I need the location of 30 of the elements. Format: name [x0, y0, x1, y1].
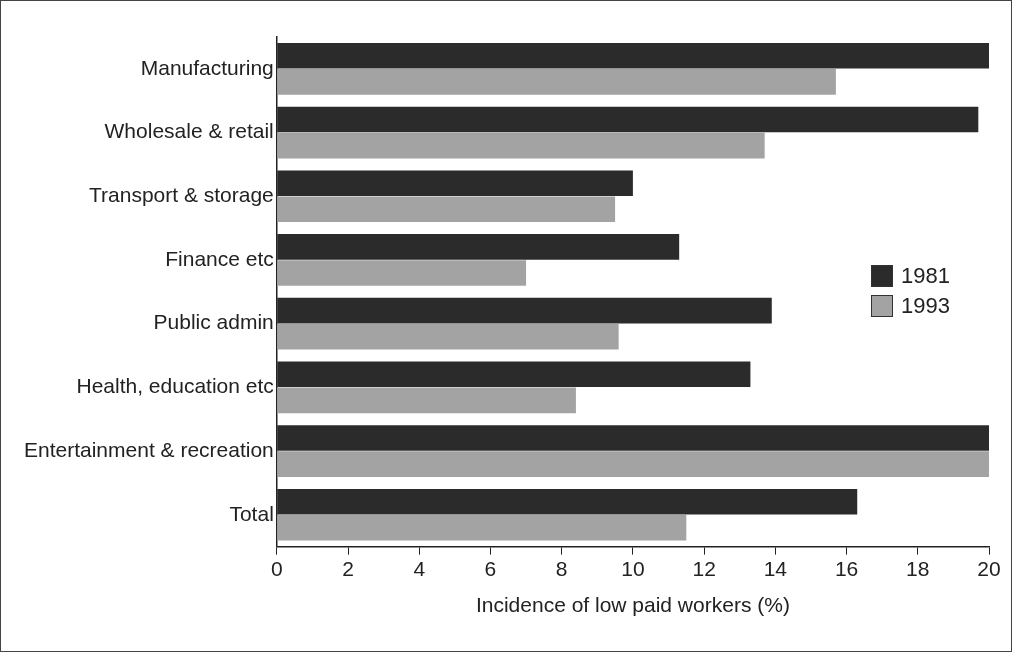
- x-tick-label: 12: [692, 557, 716, 580]
- bar: [277, 196, 616, 223]
- y-tick-label: Total: [229, 501, 274, 525]
- y-tick-label: Wholesale & retail: [104, 119, 274, 143]
- x-tick-label: 10: [621, 557, 645, 580]
- bar: [277, 260, 527, 286]
- x-tick-label: 4: [413, 557, 426, 580]
- x-tick-label: 6: [484, 557, 497, 580]
- y-tick-label: Entertainment & recreation: [24, 437, 274, 461]
- y-tick-label: Manufacturing: [140, 55, 274, 79]
- x-tick-label: 8: [555, 557, 568, 580]
- x-tick-label: 2: [342, 557, 354, 580]
- y-tick-label: Finance etc: [165, 246, 274, 270]
- y-tick-label: Public admin: [153, 310, 274, 334]
- x-tick-label: 20: [977, 557, 1001, 580]
- bar: [277, 132, 765, 159]
- y-tick-label: Health, education etc: [76, 374, 274, 398]
- legend-label: 1981: [901, 263, 950, 289]
- bar: [277, 515, 687, 541]
- x-tick-label: 14: [763, 557, 788, 580]
- x-tick-label: 18: [906, 557, 930, 580]
- bar: [277, 69, 836, 95]
- x-axis-title: Incidence of low paid workers (%): [475, 593, 790, 617]
- legend-label: 1993: [901, 293, 950, 319]
- x-tick-label: 16: [834, 557, 859, 580]
- bar: [277, 387, 576, 414]
- y-tick-label: Transport & storage: [88, 183, 274, 207]
- x-tick-label: 0: [270, 557, 283, 580]
- bar: [277, 323, 619, 350]
- bar: [277, 451, 989, 477]
